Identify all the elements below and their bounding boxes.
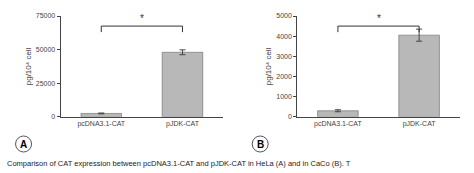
svg-text:75000: 75000 (36, 12, 56, 19)
svg-text:pJDK-CAT: pJDK-CAT (403, 120, 437, 128)
svg-text:4000: 4000 (276, 33, 292, 40)
svg-text:0: 0 (288, 113, 292, 120)
svg-text:1000: 1000 (276, 93, 292, 100)
svg-text:25000: 25000 (36, 80, 56, 87)
svg-text:50000: 50000 (36, 46, 56, 53)
svg-text:*: * (140, 13, 144, 24)
svg-text:B: B (257, 139, 264, 150)
svg-text:*: * (377, 13, 381, 24)
svg-text:2000: 2000 (276, 73, 292, 80)
svg-text:pcDNA3.1-CAT: pcDNA3.1-CAT (314, 120, 362, 128)
svg-text:5000: 5000 (276, 12, 292, 19)
svg-text:Comparison of CAT expression b: Comparison of CAT expression between pcD… (7, 159, 351, 168)
svg-text:3000: 3000 (276, 53, 292, 60)
svg-text:0: 0 (51, 113, 55, 120)
svg-text:pg/10⁴ cell: pg/10⁴ cell (24, 47, 33, 85)
svg-text:pJDK-CAT: pJDK-CAT (166, 120, 200, 128)
svg-text:pcDNA3.1-CAT: pcDNA3.1-CAT (77, 120, 125, 128)
svg-text:pg/10⁴ cell: pg/10⁴ cell (264, 47, 273, 85)
svg-text:A: A (20, 139, 27, 150)
